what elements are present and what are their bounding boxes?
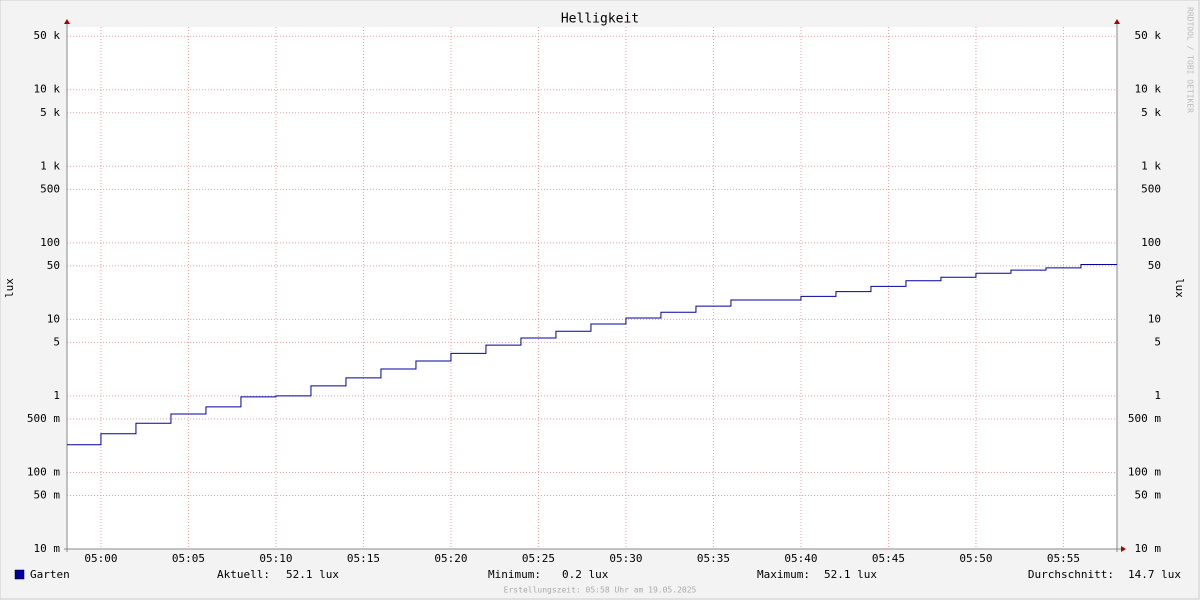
y-tick-label-right: 5 k bbox=[1141, 106, 1161, 119]
axis-arrow bbox=[1114, 19, 1120, 24]
y-tick-label-right: 100 m bbox=[1128, 465, 1161, 478]
legend-swatch bbox=[14, 569, 25, 580]
stat-value: 14.7 lux bbox=[1128, 568, 1181, 581]
axis-arrow bbox=[1121, 546, 1126, 552]
y-axis-label: lux bbox=[3, 278, 16, 298]
stat-label: Aktuell: bbox=[217, 568, 270, 581]
x-tick-label: 05:35 bbox=[697, 552, 730, 565]
y-tick-label-right: 10 m bbox=[1135, 542, 1162, 555]
y-tick-label-right: 1 bbox=[1154, 389, 1161, 402]
y-tick-label: 50 bbox=[47, 259, 60, 272]
y-tick-label-right: 5 bbox=[1154, 335, 1161, 348]
stat-value: 52.1 lux bbox=[824, 568, 877, 581]
y-tick-label: 10 k bbox=[34, 83, 61, 96]
stat-label: Maximum: bbox=[757, 568, 810, 581]
watermark: RRDTOOL / TOBI OETIKER bbox=[1186, 7, 1195, 113]
y-tick-label: 5 k bbox=[40, 106, 60, 119]
y-tick-label: 5 bbox=[53, 335, 60, 348]
y-tick-label: 50 k bbox=[34, 29, 61, 42]
y-tick-label-right: 500 bbox=[1141, 182, 1161, 195]
y-tick-label: 1 k bbox=[40, 159, 60, 172]
stat-label: Minimum: bbox=[488, 568, 541, 581]
x-tick-label: 05:50 bbox=[959, 552, 992, 565]
x-tick-label: 05:10 bbox=[259, 552, 292, 565]
y-tick-label: 100 bbox=[40, 236, 60, 249]
y-tick-label: 10 m bbox=[34, 542, 61, 555]
x-tick-label: 05:15 bbox=[347, 552, 380, 565]
chart-title: Helligkeit bbox=[561, 12, 639, 27]
legend-label: Garten bbox=[30, 568, 70, 581]
y-tick-label: 10 bbox=[47, 312, 60, 325]
x-tick-label: 05:40 bbox=[784, 552, 817, 565]
y-tick-label-right: 500 m bbox=[1128, 412, 1161, 425]
y-tick-label: 500 bbox=[40, 182, 60, 195]
footer: Erstellungszeit: 05:58 Uhr am 19.05.2025 bbox=[504, 586, 697, 595]
y-tick-label: 100 m bbox=[27, 465, 60, 478]
y-tick-label-right: 50 m bbox=[1135, 488, 1162, 501]
stat-label: Durchschnitt: bbox=[1028, 568, 1114, 581]
plot-area bbox=[67, 27, 1117, 549]
y-axis-label-right: lux bbox=[1173, 278, 1186, 298]
y-tick-label: 50 m bbox=[34, 488, 61, 501]
y-tick-label: 1 bbox=[53, 389, 60, 402]
y-tick-label-right: 50 bbox=[1148, 259, 1161, 272]
x-tick-label: 05:45 bbox=[872, 552, 905, 565]
stat-value: 0.2 lux bbox=[562, 568, 609, 581]
stat-value: 52.1 lux bbox=[286, 568, 339, 581]
y-tick-label-right: 10 bbox=[1148, 312, 1161, 325]
y-tick-label-right: 100 bbox=[1141, 236, 1161, 249]
x-tick-label: 05:05 bbox=[172, 552, 205, 565]
x-tick-label: 05:25 bbox=[522, 552, 555, 565]
y-tick-label: 500 m bbox=[27, 412, 60, 425]
data-line bbox=[67, 263, 1117, 446]
x-tick-label: 05:00 bbox=[84, 552, 117, 565]
x-tick-label: 05:30 bbox=[609, 552, 642, 565]
x-tick-label: 05:20 bbox=[434, 552, 467, 565]
x-tick-label: 05:55 bbox=[1047, 552, 1080, 565]
y-tick-label-right: 1 k bbox=[1141, 159, 1161, 172]
y-tick-label-right: 10 k bbox=[1135, 83, 1162, 96]
axis-arrow bbox=[64, 19, 70, 24]
y-tick-label-right: 50 k bbox=[1135, 29, 1162, 42]
